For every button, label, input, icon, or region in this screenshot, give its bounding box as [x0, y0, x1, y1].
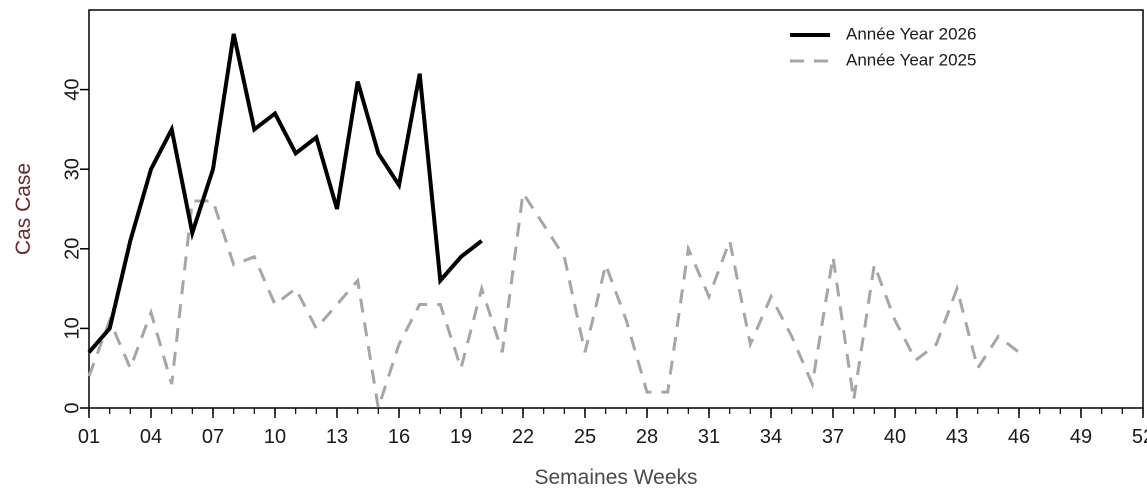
x-tick-label: 28: [636, 426, 658, 448]
x-tick-label: 46: [1008, 426, 1030, 448]
plot-frame: [88, 9, 1144, 409]
y-tick-label: 10: [61, 317, 83, 339]
x-tick-label: 40: [884, 426, 906, 448]
x-tick-label: 01: [78, 426, 100, 448]
x-tick-label: 16: [388, 426, 410, 448]
legend: Année Year 2026 Année Year 2025: [790, 24, 976, 69]
y-axis: 0 10 20 30 40: [61, 78, 89, 414]
series-line-2025: [87, 188, 1020, 409]
x-axis: 01 04 07 10 13 16 19 22 25 28 31 34 37 40 43 46 49 52: [78, 408, 1147, 448]
legend-label: Année Year 2026: [846, 24, 976, 43]
series-line-2026: [87, 33, 483, 354]
legend-label: Année Year 2025: [846, 50, 976, 69]
x-tick-label: 07: [202, 426, 224, 448]
y-tick-label: 0: [61, 402, 83, 413]
x-tick-label: 19: [450, 426, 472, 448]
x-tick-label: 13: [326, 426, 348, 448]
x-tick-label: 31: [698, 426, 720, 448]
x-tick-label: 37: [822, 426, 844, 448]
x-axis-title: Semaines Weeks: [534, 466, 697, 489]
x-tick-label: 04: [140, 426, 162, 448]
x-tick-label: 25: [574, 426, 596, 448]
x-tick-label: 10: [264, 426, 286, 448]
x-tick-label: 52: [1132, 426, 1147, 448]
y-axis-title: Cas Case: [12, 163, 35, 255]
x-tick-label: 22: [512, 426, 534, 448]
y-tick-label: 40: [61, 78, 83, 100]
y-tick-label: 20: [61, 238, 83, 260]
y-tick-label: 30: [61, 158, 83, 180]
x-tick-label: 49: [1070, 426, 1092, 448]
x-tick-label: 43: [946, 426, 968, 448]
series-layer: [87, 33, 1020, 409]
x-tick-label: 34: [760, 426, 782, 448]
